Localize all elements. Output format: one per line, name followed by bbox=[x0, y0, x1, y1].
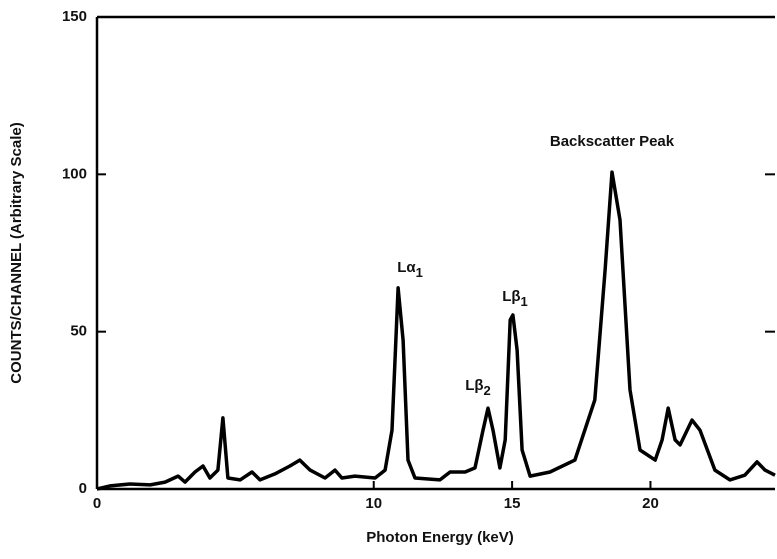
annotation-text: Lβ bbox=[502, 288, 520, 305]
y-tick-label: 50 bbox=[70, 323, 87, 340]
spectrum-line bbox=[96, 170, 776, 491]
annotation-text: Lβ bbox=[465, 377, 483, 394]
x-tick-label: 10 bbox=[365, 495, 382, 512]
x-tick-label: 0 bbox=[93, 495, 101, 512]
y-tick-label: 0 bbox=[79, 480, 87, 497]
annotation: Lα1 bbox=[397, 259, 423, 280]
x-axis-label: Photon Energy (keV) bbox=[366, 529, 514, 546]
annotation-text: Lα bbox=[397, 259, 416, 276]
annotation-subscript: 2 bbox=[484, 383, 491, 398]
annotation-text: Backscatter Peak bbox=[550, 133, 675, 150]
x-tick-label: 20 bbox=[642, 495, 659, 512]
annotation: Lβ1 bbox=[502, 288, 528, 309]
annotation: Lβ2 bbox=[465, 377, 491, 398]
y-tick-label: 150 bbox=[62, 8, 87, 25]
annotation: Backscatter Peak bbox=[550, 133, 675, 150]
annotation-subscript: 1 bbox=[416, 265, 423, 280]
y-axis-label: COUNTS/CHANNEL (Arbitrary Scale) bbox=[8, 122, 25, 383]
x-tick-label: 15 bbox=[504, 495, 521, 512]
y-tick-label: 100 bbox=[62, 165, 87, 182]
annotation-subscript: 1 bbox=[521, 294, 528, 309]
